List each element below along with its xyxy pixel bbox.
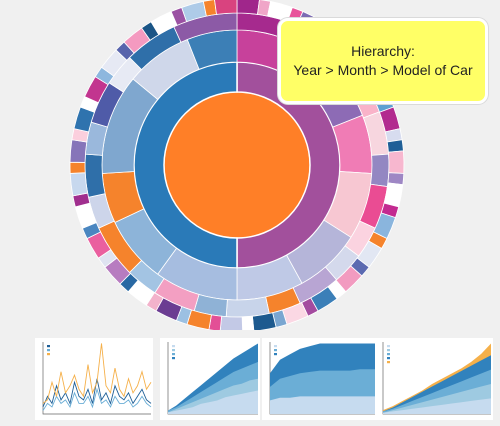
thumbnail-charts [0, 338, 500, 426]
hierarchy-label-box: Hierarchy: Year > Month > Model of Car [278, 18, 488, 104]
hierarchy-title: Hierarchy: [351, 43, 415, 59]
sunburst-segment-detail-47[interactable] [69, 139, 88, 163]
thumbnail-1-legend-swatch-1 [47, 349, 50, 352]
sunburst-segment-model-of-car-17[interactable] [84, 153, 106, 198]
hierarchy-path: Year > Month > Model of Car [293, 62, 473, 78]
thumbnail-4-legend-swatch-4 [387, 361, 390, 364]
thumbnail-chart-2[interactable] [160, 338, 260, 420]
sunburst-segment-detail-61[interactable] [214, 0, 238, 15]
thumbnail-1-background [35, 338, 153, 420]
thumbnail-chart-1[interactable] [35, 338, 153, 420]
thumbnail-4-legend-swatch-3 [387, 357, 390, 360]
thumbnail-3-series-0 [270, 396, 380, 414]
thumbnail-1-series-2 [42, 343, 152, 404]
sunburst-segment-detail-46[interactable] [69, 161, 86, 174]
sunburst-segment-detail-15[interactable] [388, 150, 405, 174]
thumbnail-3-legend-swatch-2 [274, 353, 277, 356]
thumbnail-4-legend-swatch-2 [387, 353, 390, 356]
thumbnail-1-legend-swatch-0 [47, 345, 50, 348]
sunburst-segment-detail-30[interactable] [241, 315, 255, 330]
thumbnail-1-axes [42, 342, 151, 415]
thumbnail-2-legend-swatch-2 [172, 353, 175, 356]
sunburst-segment-detail-0[interactable] [236, 0, 260, 15]
thumbnail-2-legend-swatch-0 [172, 345, 175, 348]
sunburst-segment-detail-14[interactable] [386, 139, 404, 153]
thumbnail-3-legend-swatch-0 [274, 345, 277, 348]
sunburst-segment-detail-45[interactable] [69, 172, 89, 197]
thumbnail-2-legend-swatch-3 [172, 357, 175, 360]
thumbnail-2-series-0 [168, 390, 258, 414]
thumbnail-1-series-1 [42, 387, 152, 411]
sunburst-chart: Hierarchy: Year > Month > Model of Car [69, 0, 488, 330]
sunburst-segment-model-of-car-11[interactable] [225, 296, 270, 318]
thumbnail-4-legend-swatch-0 [387, 345, 390, 348]
thumbnail-chart-3[interactable] [262, 338, 382, 420]
thumbnail-4-legend-swatch-1 [387, 349, 390, 352]
thumbnail-chart-4[interactable] [375, 338, 493, 420]
sunburst-segment-model-of-car-5[interactable] [370, 153, 390, 188]
thumbnail-3-legend-swatch-1 [274, 349, 277, 352]
thumbnail-1-legend-swatch-2 [47, 353, 50, 356]
thumbnail-4-series-0 [383, 398, 491, 414]
sunburst-segment-detail-31[interactable] [219, 315, 243, 330]
thumbnail-2-legend-swatch-1 [172, 349, 175, 352]
